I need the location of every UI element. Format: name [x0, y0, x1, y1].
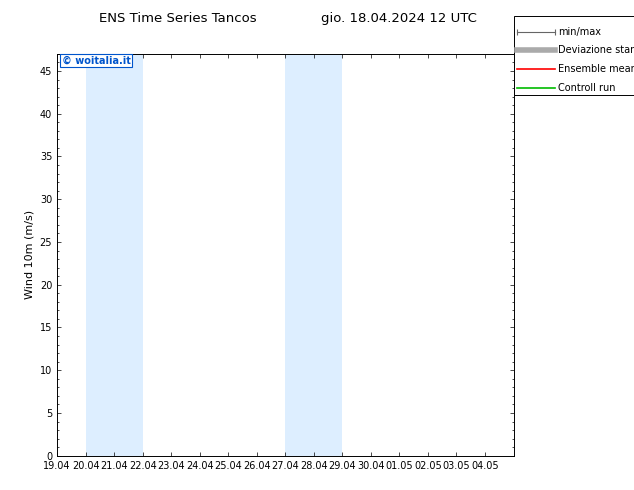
Text: © woitalia.it: © woitalia.it	[61, 56, 131, 66]
Text: min/max: min/max	[558, 27, 601, 37]
Text: Deviazione standard: Deviazione standard	[558, 46, 634, 55]
Text: min/max: min/max	[558, 27, 601, 37]
Text: Ensemble mean run: Ensemble mean run	[558, 64, 634, 74]
Text: Controll run: Controll run	[558, 83, 616, 93]
Text: gio. 18.04.2024 12 UTC: gio. 18.04.2024 12 UTC	[321, 12, 477, 25]
Y-axis label: Wind 10m (m/s): Wind 10m (m/s)	[24, 210, 34, 299]
Bar	[285, 54, 342, 456]
Bar	[285, 54, 342, 456]
Bar	[86, 54, 143, 456]
Text: Deviazione standard: Deviazione standard	[558, 46, 634, 55]
Bar	[114, 54, 143, 456]
Text: Controll run: Controll run	[558, 83, 616, 93]
Text: ENS Time Series Tancos: ENS Time Series Tancos	[99, 12, 256, 25]
Text: Ensemble mean run: Ensemble mean run	[558, 64, 634, 74]
